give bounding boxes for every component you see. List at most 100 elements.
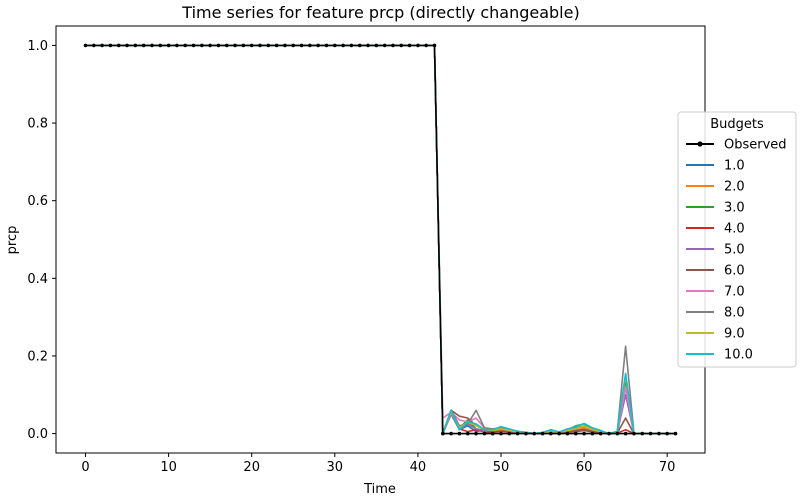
observed-point	[208, 43, 212, 48]
y-axis: 0.0 0.2 0.4 0.6 0.8 1.0	[27, 39, 56, 442]
legend-box	[677, 111, 797, 368]
legend-label: Observed	[724, 138, 787, 153]
observed-point	[632, 431, 636, 436]
observed-point	[482, 431, 487, 436]
observed-point	[657, 431, 661, 436]
y-tick-label: 1.0	[27, 39, 48, 54]
observed-point	[92, 43, 96, 48]
observed-point	[441, 431, 445, 436]
observed-point	[183, 43, 188, 48]
observed-point	[515, 431, 520, 436]
observed-point	[166, 43, 171, 48]
y-tick-label: 0.0	[27, 427, 48, 442]
legend-label: 4.0	[724, 222, 745, 237]
legend-label: 8.0	[724, 306, 745, 321]
observed-point	[233, 43, 237, 48]
observed-point	[540, 431, 545, 436]
observed-point	[299, 43, 304, 48]
y-axis-title: prcp	[5, 226, 20, 255]
observed-point	[175, 43, 179, 48]
legend-label: 3.0	[724, 201, 745, 216]
observed-point	[241, 43, 246, 48]
x-tick-label: 0	[81, 460, 89, 475]
observed-point	[382, 43, 387, 48]
observed-point	[125, 43, 129, 48]
observed-point	[590, 431, 595, 436]
observed-point	[565, 431, 570, 436]
observed-point	[341, 43, 345, 48]
observed-point	[366, 43, 370, 48]
observed-point	[266, 43, 271, 48]
observed-point	[507, 431, 512, 436]
observed-point	[258, 43, 262, 48]
observed-point	[399, 43, 404, 48]
plot-area	[55, 25, 706, 454]
y-tick-label: 0.2	[27, 349, 48, 364]
observed-point	[416, 43, 420, 48]
observed-point	[457, 431, 462, 436]
observed-point	[607, 431, 611, 436]
observed-point	[133, 43, 138, 48]
y-tick-label: 0.8	[27, 117, 48, 132]
legend-entries: Observed 1.0 2.0 3.0 4.0 5.0 6.0 7.0 8.0 9.0 10.0	[686, 138, 787, 363]
x-tick-label: 60	[576, 460, 593, 475]
observed-point	[324, 43, 329, 48]
observed-point	[582, 431, 586, 436]
observed-point	[100, 43, 104, 48]
observed-point	[349, 43, 354, 48]
x-axis-title: Time	[363, 482, 396, 497]
legend-label: 6.0	[724, 264, 745, 279]
observed-point	[391, 43, 395, 48]
observed-point	[490, 431, 495, 436]
observed-point	[499, 431, 503, 436]
x-tick-label: 40	[410, 460, 427, 475]
observed-point	[316, 43, 320, 48]
observed-point	[557, 431, 561, 436]
observed-point	[274, 43, 279, 48]
x-tick-label: 70	[659, 460, 676, 475]
legend-label: 7.0	[724, 285, 745, 300]
plot-frame	[55, 25, 706, 454]
observed-point	[283, 43, 287, 48]
observed-point	[549, 431, 553, 436]
observed-point	[216, 43, 221, 48]
legend-label: 1.0	[724, 159, 745, 174]
observed-point	[432, 43, 437, 48]
observed-point	[598, 431, 603, 436]
legend-label: 5.0	[724, 243, 745, 258]
observed-point	[108, 43, 113, 48]
observed-point	[291, 43, 296, 48]
observed-point	[407, 43, 412, 48]
y-tick-label: 0.6	[27, 194, 48, 209]
observed-point	[374, 43, 379, 48]
observed-point	[83, 43, 88, 48]
x-axis: 0 10 20 30 40 50 60 70	[81, 453, 675, 475]
observed-point	[424, 43, 429, 48]
y-tick-label: 0.4	[27, 272, 48, 287]
observed-point	[191, 43, 196, 48]
observed-point	[648, 431, 653, 436]
observed-point	[532, 431, 537, 436]
legend-marker	[697, 141, 703, 147]
observed-point	[249, 43, 254, 48]
observed-point	[357, 43, 362, 48]
observed-layer	[83, 43, 678, 436]
observed-point	[449, 431, 453, 436]
observed-point	[465, 431, 470, 436]
x-tick-label: 20	[243, 460, 260, 475]
legend-label: 2.0	[724, 180, 745, 195]
legend-title: Budgets	[710, 117, 764, 132]
observed-point	[141, 43, 146, 48]
x-tick-label: 50	[493, 460, 510, 475]
observed-point	[116, 43, 121, 48]
observed-point	[150, 43, 154, 48]
observed-point	[640, 431, 645, 436]
observed-point	[158, 43, 163, 48]
observed-point	[623, 431, 628, 436]
legend-label: 9.0	[724, 327, 745, 342]
observed-point	[665, 431, 669, 436]
chart-title: Time series for feature prcp (directly c…	[181, 3, 579, 22]
x-tick-label: 10	[160, 460, 177, 475]
observed-point	[474, 431, 478, 436]
observed-point	[224, 43, 229, 48]
